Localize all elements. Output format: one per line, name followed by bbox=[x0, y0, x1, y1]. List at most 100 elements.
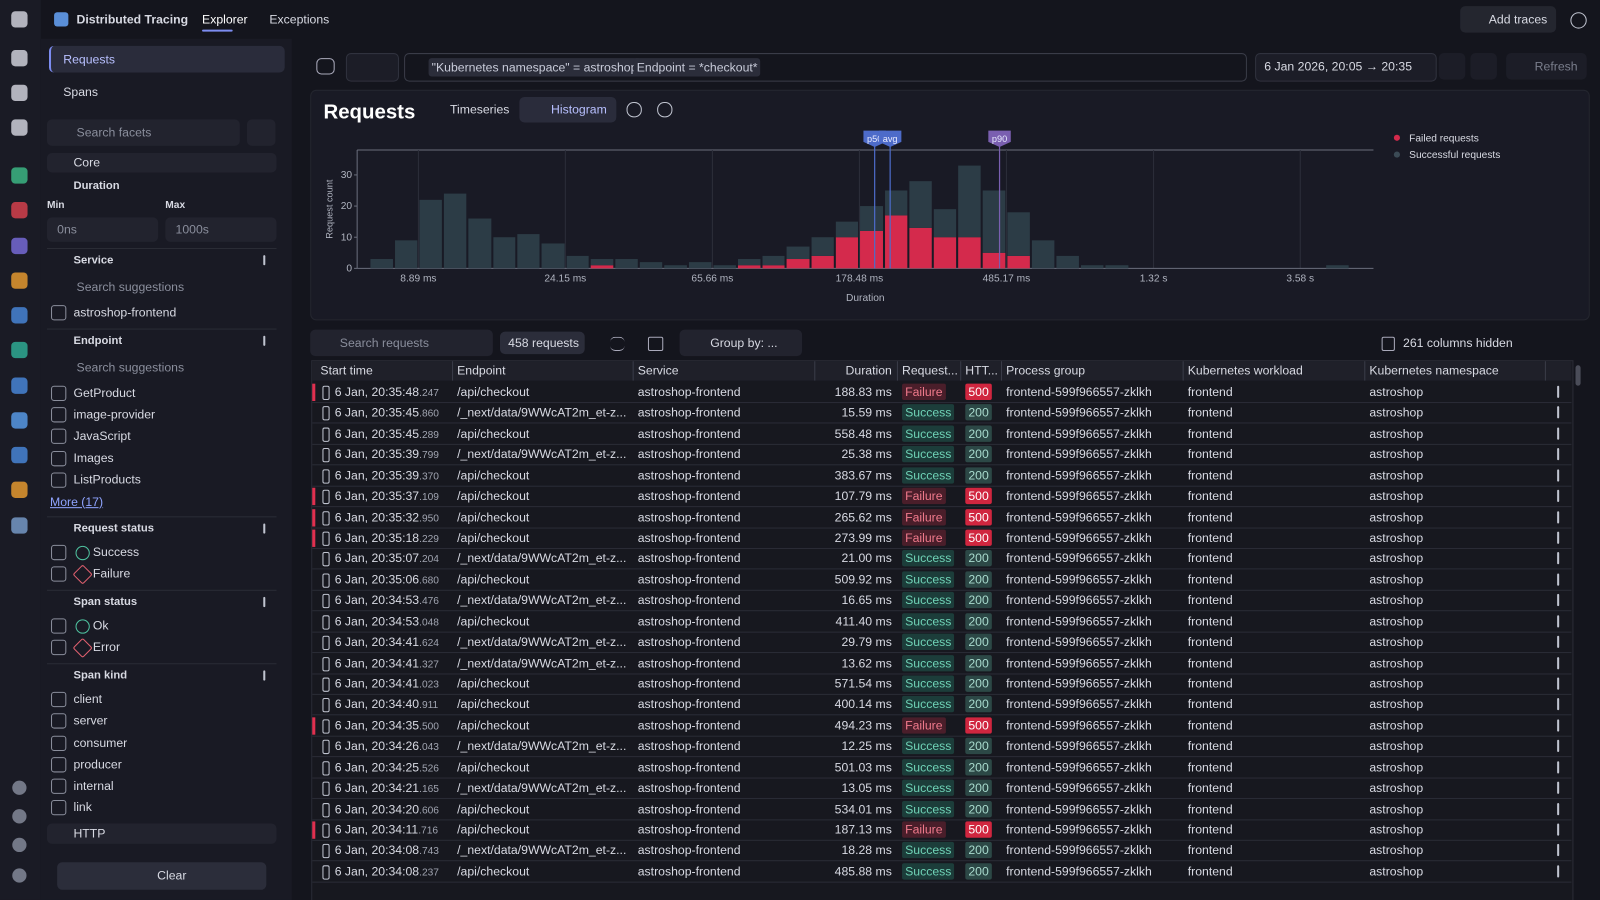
checkbox[interactable] bbox=[51, 472, 67, 488]
facet-option[interactable]: Success bbox=[92, 544, 140, 559]
checkbox[interactable] bbox=[51, 544, 67, 560]
rail-icon[interactable] bbox=[12, 780, 27, 795]
facet-option[interactable]: client bbox=[73, 692, 103, 707]
column-header[interactable]: Duration bbox=[845, 363, 892, 378]
info-icon[interactable] bbox=[626, 102, 642, 118]
start-time[interactable]: 6 Jan, 20:34:40.911 bbox=[334, 697, 439, 712]
rail-icon[interactable] bbox=[11, 412, 28, 429]
clear-label[interactable]: Clear bbox=[157, 868, 187, 883]
row-menu[interactable] bbox=[1557, 469, 1560, 482]
column-header[interactable]: Kubernetes workload bbox=[1187, 363, 1303, 378]
rail-icon[interactable] bbox=[11, 377, 28, 394]
row-menu[interactable] bbox=[1557, 823, 1560, 836]
facet-title[interactable]: Span kind bbox=[73, 669, 128, 682]
checkbox[interactable] bbox=[51, 713, 67, 729]
duration-min[interactable]: 0ns bbox=[57, 222, 77, 237]
start-time[interactable]: 6 Jan, 20:34:21.165 bbox=[334, 780, 439, 796]
start-time[interactable]: 6 Jan, 20:34:20.606 bbox=[334, 801, 439, 816]
rail-icon[interactable] bbox=[11, 272, 28, 289]
row-menu[interactable] bbox=[1557, 406, 1560, 419]
request-search-placeholder[interactable]: Search requests bbox=[339, 335, 429, 350]
duration-max-input[interactable] bbox=[165, 217, 277, 242]
start-time[interactable]: 6 Jan, 20:35:45.289 bbox=[334, 426, 439, 441]
start-time[interactable]: 6 Jan, 20:34:41.023 bbox=[334, 676, 439, 691]
checkbox[interactable] bbox=[51, 305, 67, 321]
facet-menu[interactable] bbox=[263, 335, 266, 346]
start-time[interactable]: 6 Jan, 20:34:41.327 bbox=[334, 655, 439, 670]
row-menu[interactable] bbox=[1557, 844, 1560, 857]
checkbox[interactable] bbox=[51, 800, 67, 816]
sidebar-toggle[interactable] bbox=[316, 58, 335, 75]
row-menu[interactable] bbox=[1557, 760, 1560, 774]
start-time[interactable]: 6 Jan, 20:34:53.476 bbox=[334, 593, 439, 608]
row-menu[interactable] bbox=[1557, 531, 1560, 544]
column-header[interactable]: Service bbox=[637, 363, 679, 378]
start-time[interactable]: 6 Jan, 20:34:25.526 bbox=[334, 759, 439, 775]
time-prev[interactable] bbox=[1438, 53, 1466, 80]
group-by-label[interactable]: Group by: ... bbox=[710, 335, 778, 350]
row-menu[interactable] bbox=[1557, 552, 1560, 565]
rail-icon[interactable] bbox=[11, 307, 28, 324]
facet-option[interactable]: image-provider bbox=[73, 407, 156, 422]
clear-button[interactable] bbox=[57, 862, 267, 890]
row-menu[interactable] bbox=[1557, 802, 1560, 815]
start-time[interactable]: 6 Jan, 20:35:32.950 bbox=[334, 509, 439, 525]
facet-title[interactable]: Service bbox=[73, 254, 114, 267]
edit-facets[interactable] bbox=[246, 119, 276, 146]
start-time[interactable]: 6 Jan, 20:35:45.860 bbox=[334, 405, 439, 420]
facet-section[interactable]: Core bbox=[73, 155, 101, 170]
row-menu[interactable] bbox=[1557, 594, 1560, 607]
column-header[interactable]: Start time bbox=[320, 363, 373, 378]
facet-search-placeholder[interactable]: Search suggestions bbox=[76, 360, 185, 375]
checkbox[interactable] bbox=[51, 735, 67, 751]
start-time[interactable]: 6 Jan, 20:34:41.624 bbox=[334, 634, 439, 650]
facet-more[interactable]: More (17) bbox=[49, 494, 104, 509]
start-time[interactable]: 6 Jan, 20:35:39.370 bbox=[334, 468, 439, 483]
checkbox[interactable] bbox=[51, 385, 67, 402]
facet-section[interactable]: HTTP bbox=[73, 826, 106, 842]
rail-icon[interactable] bbox=[11, 11, 28, 28]
start-time[interactable]: 6 Jan, 20:34:11.716 bbox=[334, 822, 439, 837]
row-menu[interactable] bbox=[1557, 781, 1560, 795]
column-header[interactable]: Kubernetes namespace bbox=[1369, 363, 1499, 378]
time-range[interactable]: 6 Jan 2026, 20:05 → 20:35 bbox=[1264, 59, 1413, 74]
help-icon[interactable] bbox=[1570, 12, 1587, 29]
row-menu[interactable] bbox=[1557, 698, 1560, 711]
rail-icon[interactable] bbox=[11, 119, 28, 136]
group-by[interactable] bbox=[679, 329, 803, 357]
view-tab[interactable]: Requests bbox=[63, 52, 116, 67]
facet-menu[interactable] bbox=[263, 670, 266, 681]
facet-option[interactable]: producer bbox=[73, 756, 122, 772]
add-traces-button[interactable] bbox=[1460, 6, 1557, 33]
rail-icon[interactable] bbox=[11, 167, 28, 184]
row-menu[interactable] bbox=[1557, 510, 1560, 524]
view-label[interactable]: Timeseries bbox=[449, 102, 510, 117]
time-next[interactable] bbox=[1470, 53, 1497, 80]
row-menu[interactable] bbox=[1557, 489, 1560, 503]
row-menu[interactable] bbox=[1557, 719, 1560, 732]
checkbox[interactable] bbox=[51, 639, 67, 656]
row-menu[interactable] bbox=[1557, 656, 1560, 669]
view-label[interactable]: Histogram bbox=[551, 102, 607, 117]
refresh-button[interactable] bbox=[1506, 53, 1587, 80]
rail-icon[interactable] bbox=[11, 517, 28, 534]
facet-menu[interactable] bbox=[263, 523, 266, 534]
rail-icon[interactable] bbox=[11, 481, 28, 498]
facet-option[interactable]: Ok bbox=[92, 618, 109, 633]
duration-max[interactable]: 1000s bbox=[175, 222, 209, 237]
row-menu[interactable] bbox=[1557, 677, 1560, 690]
facet-menu[interactable] bbox=[263, 255, 266, 266]
rail-icon[interactable] bbox=[11, 237, 28, 255]
start-time[interactable]: 6 Jan, 20:35:07.204 bbox=[334, 551, 439, 566]
facet-option[interactable]: consumer bbox=[73, 735, 128, 750]
facet-search-placeholder[interactable]: Search suggestions bbox=[76, 279, 185, 294]
facet-menu[interactable] bbox=[263, 596, 266, 608]
view-selected[interactable] bbox=[48, 45, 285, 73]
nav-tab[interactable]: Explorer bbox=[202, 12, 248, 27]
facet-title[interactable]: Span status bbox=[73, 595, 138, 609]
core-header[interactable] bbox=[46, 153, 277, 173]
row-menu[interactable] bbox=[1557, 385, 1560, 398]
time-picker[interactable] bbox=[1255, 53, 1437, 82]
rail-icon[interactable] bbox=[11, 446, 28, 464]
checkbox[interactable] bbox=[51, 778, 67, 794]
